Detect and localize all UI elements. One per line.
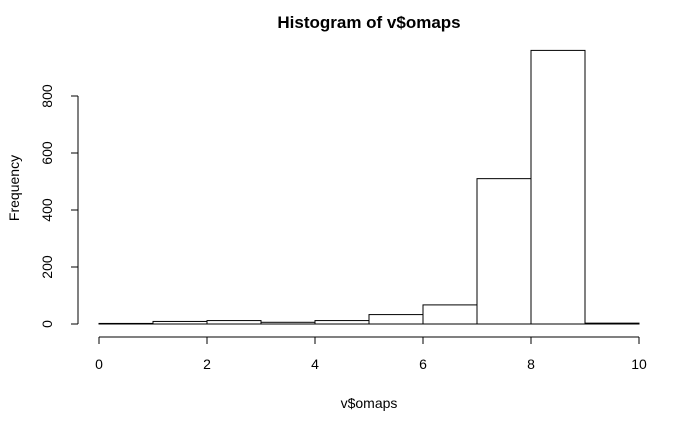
histogram-bar bbox=[422, 304, 478, 325]
y-tick-label: 0 bbox=[39, 320, 55, 328]
x-tick-label: 4 bbox=[311, 356, 319, 372]
y-tick-label: 600 bbox=[39, 141, 55, 165]
histogram-bar bbox=[314, 320, 370, 325]
histogram-bar bbox=[530, 49, 586, 325]
x-tick-label: 10 bbox=[631, 356, 647, 372]
histogram-bar bbox=[206, 320, 262, 325]
x-axis-title: v$omaps bbox=[341, 395, 398, 411]
y-tick-label: 800 bbox=[39, 84, 55, 108]
histogram-bar bbox=[584, 322, 640, 325]
x-axis: 0 2 4 6 8 10 bbox=[95, 336, 647, 372]
x-tick-label: 6 bbox=[419, 356, 427, 372]
histogram-bars bbox=[98, 49, 640, 325]
y-tick-label: 400 bbox=[39, 198, 55, 222]
histogram-bar bbox=[152, 320, 208, 325]
histogram-bar bbox=[368, 314, 424, 325]
y-tick-label: 200 bbox=[39, 255, 55, 279]
x-tick-label: 0 bbox=[95, 356, 103, 372]
y-axis: 0 200 400 600 800 bbox=[39, 84, 79, 328]
y-axis-title: Frequency bbox=[6, 155, 22, 221]
chart-title: Histogram of v$omaps bbox=[277, 13, 460, 32]
histogram-bar bbox=[260, 321, 316, 325]
x-tick-label: 8 bbox=[527, 356, 535, 372]
histogram-bar bbox=[476, 178, 532, 325]
histogram-bar bbox=[98, 322, 154, 325]
x-tick-label: 2 bbox=[203, 356, 211, 372]
